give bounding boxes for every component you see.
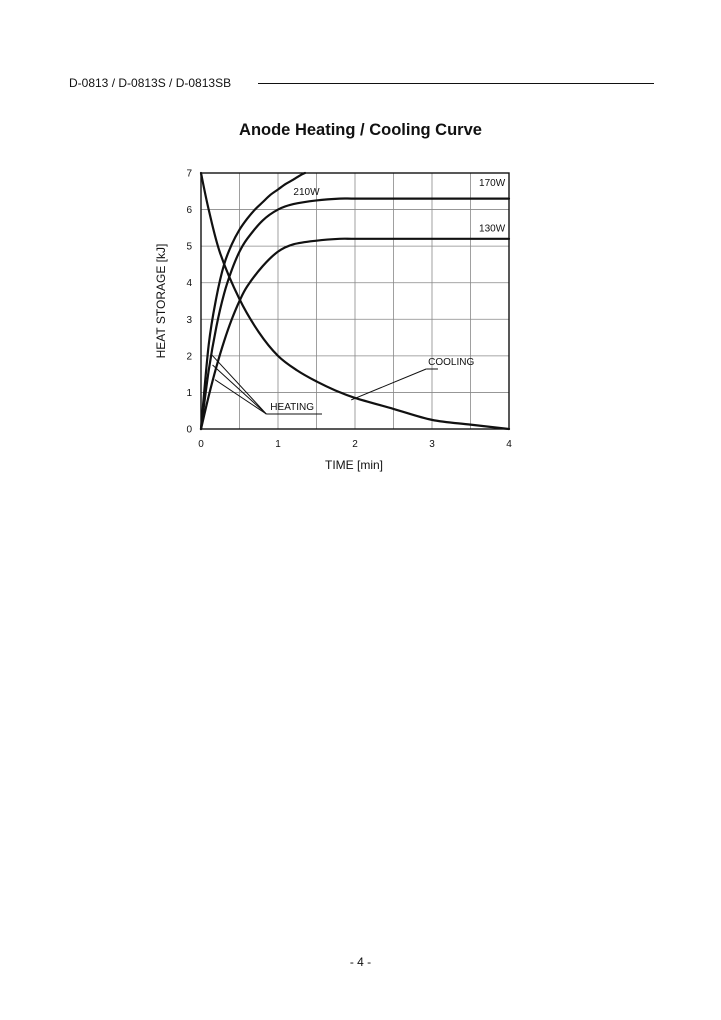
y-tick-label: 2: [186, 351, 192, 362]
plot-frame: [200, 172, 510, 430]
x-tick-label: 4: [506, 439, 512, 450]
heating-leader-1: [210, 353, 267, 415]
cooling-leader: [350, 368, 427, 401]
tick-labels: 0 1 2 3 4 0 1 2 3 4 5 6 7: [186, 169, 512, 451]
y-tick-label: 1: [186, 388, 192, 399]
series-layer: [199, 171, 511, 431]
grid-layer: [201, 173, 509, 429]
y-tick-label: 0: [186, 425, 192, 436]
annotation-heating: HEATING: [270, 402, 314, 413]
annotation-210w: 210W: [293, 187, 320, 198]
y-axis-label: HEAT STORAGE [kJ]: [154, 244, 168, 359]
y-tick-label: 5: [186, 242, 192, 253]
series-line-cooling: [199, 171, 511, 431]
x-tick-label: 1: [275, 439, 281, 450]
chart-title: Anode Heating / Cooling Curve: [239, 121, 482, 139]
x-tick-label: 3: [429, 439, 435, 450]
series-line-130w: [199, 237, 511, 431]
y-tick-label: 4: [186, 278, 192, 289]
x-tick-label: 2: [352, 439, 358, 450]
header-rule: [258, 83, 654, 84]
series-line-210w: [199, 171, 307, 431]
series-line-170w: [199, 197, 511, 431]
annotation-layer: 210W 170W 130W COOLING HEATING: [210, 178, 506, 415]
x-axis-label: TIME [min]: [325, 458, 383, 472]
y-tick-label: 6: [186, 205, 192, 216]
y-tick-label: 3: [186, 315, 192, 326]
y-tick-label: 7: [186, 169, 192, 180]
annotation-130w: 130W: [479, 224, 506, 235]
annotation-170w: 170W: [479, 178, 506, 189]
x-tick-label: 0: [198, 439, 204, 450]
page-number: - 4 -: [349, 955, 372, 969]
annotation-cooling: COOLING: [428, 357, 474, 368]
heating-leader-3: [214, 379, 267, 415]
document-header-model: D-0813 / D-0813S / D-0813SB: [69, 76, 232, 90]
heating-leader-2: [212, 364, 267, 415]
